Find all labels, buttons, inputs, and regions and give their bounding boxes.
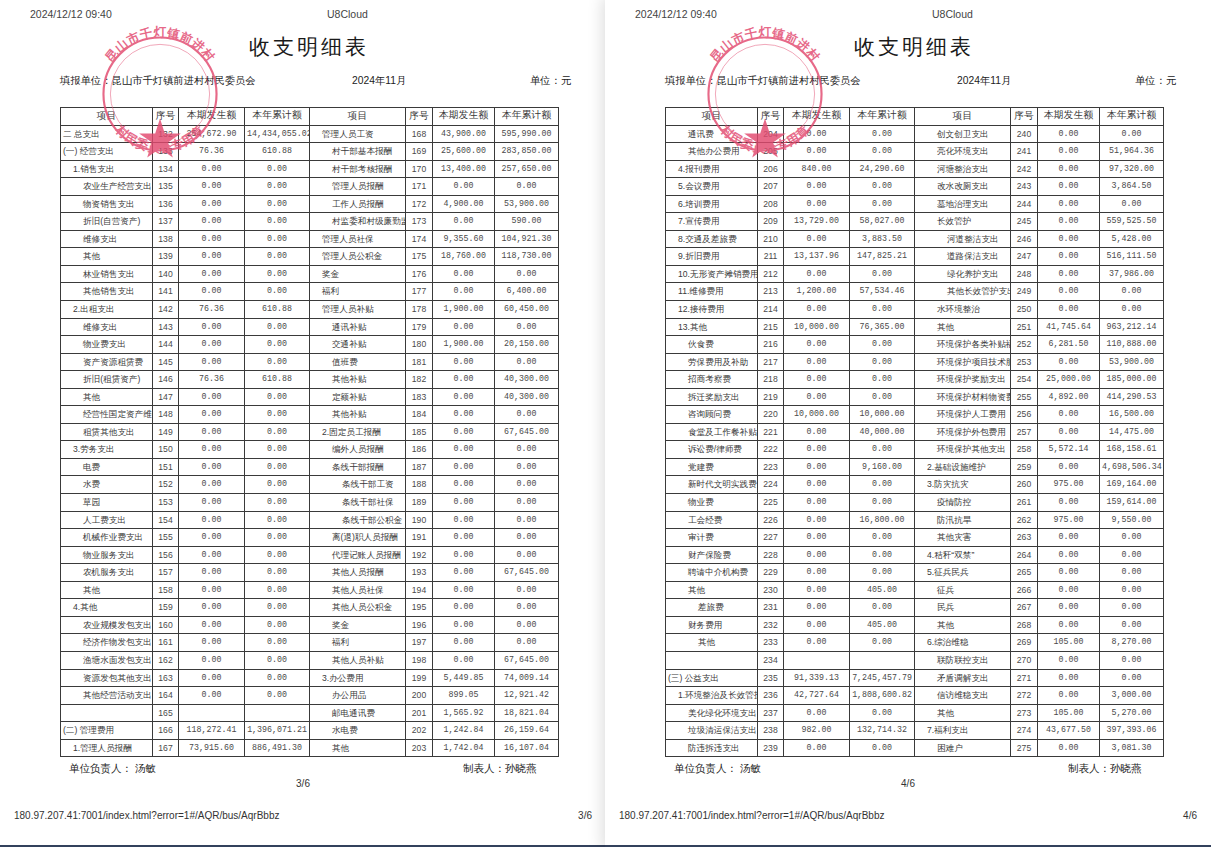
- svg-text:昆山市千灯镇前进村: 昆山市千灯镇前进村: [708, 25, 823, 64]
- svg-text:昆山市千灯镇前进村: 昆山市千灯镇前进村: [103, 25, 218, 64]
